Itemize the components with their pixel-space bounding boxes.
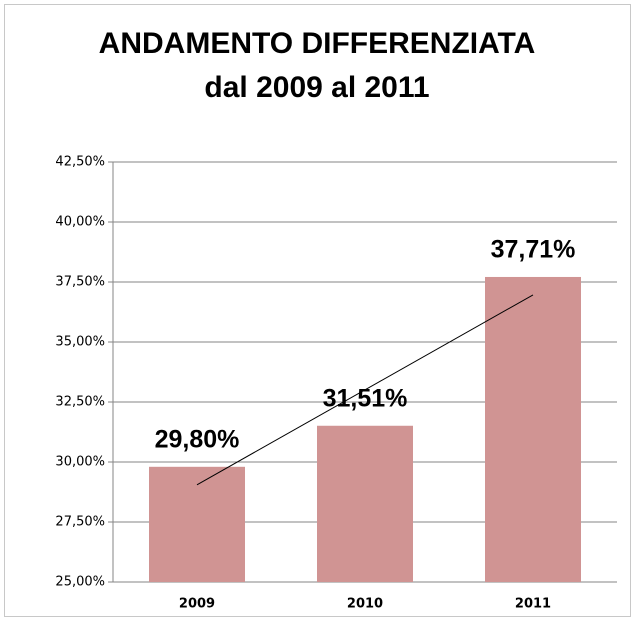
bar [485, 276, 581, 582]
bar [149, 466, 245, 582]
y-tick-label: 32,50% [55, 395, 105, 410]
trendline [196, 294, 534, 486]
value-label: 37,71% [491, 236, 576, 264]
y-tick-label: 35,00% [55, 335, 105, 350]
x-tick-label: 2009 [179, 597, 215, 612]
y-tick-label: 42,50% [55, 155, 105, 170]
x-tick-label: 2011 [515, 597, 551, 612]
y-tick-label: 30,00% [55, 455, 105, 470]
y-tick-label: 27,50% [55, 515, 105, 530]
x-tick-label: 2010 [347, 597, 383, 612]
chart-title: ANDAMENTO DIFFERENZIATA dal 2009 al 2011 [98, 27, 536, 104]
y-tick-label: 25,00% [55, 575, 105, 590]
bar [317, 425, 413, 582]
chart-border [4, 4, 631, 617]
value-label: 31,51% [323, 384, 408, 412]
y-tick-label: 37,50% [55, 275, 105, 290]
y-tick-label: 40,00% [55, 215, 105, 230]
value-label: 29,80% [155, 425, 240, 453]
